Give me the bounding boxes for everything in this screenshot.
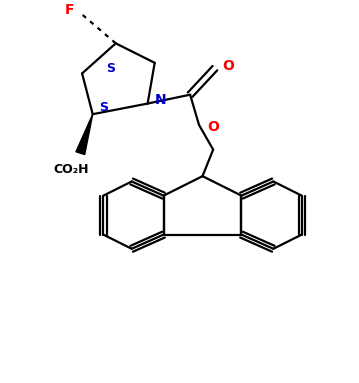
- Text: F: F: [65, 3, 74, 17]
- Text: CO₂H: CO₂H: [54, 162, 89, 175]
- Text: O: O: [207, 119, 219, 134]
- Polygon shape: [76, 114, 93, 154]
- Text: S: S: [99, 101, 108, 114]
- Text: S: S: [106, 62, 115, 75]
- Text: N: N: [155, 93, 166, 107]
- Text: O: O: [222, 59, 234, 74]
